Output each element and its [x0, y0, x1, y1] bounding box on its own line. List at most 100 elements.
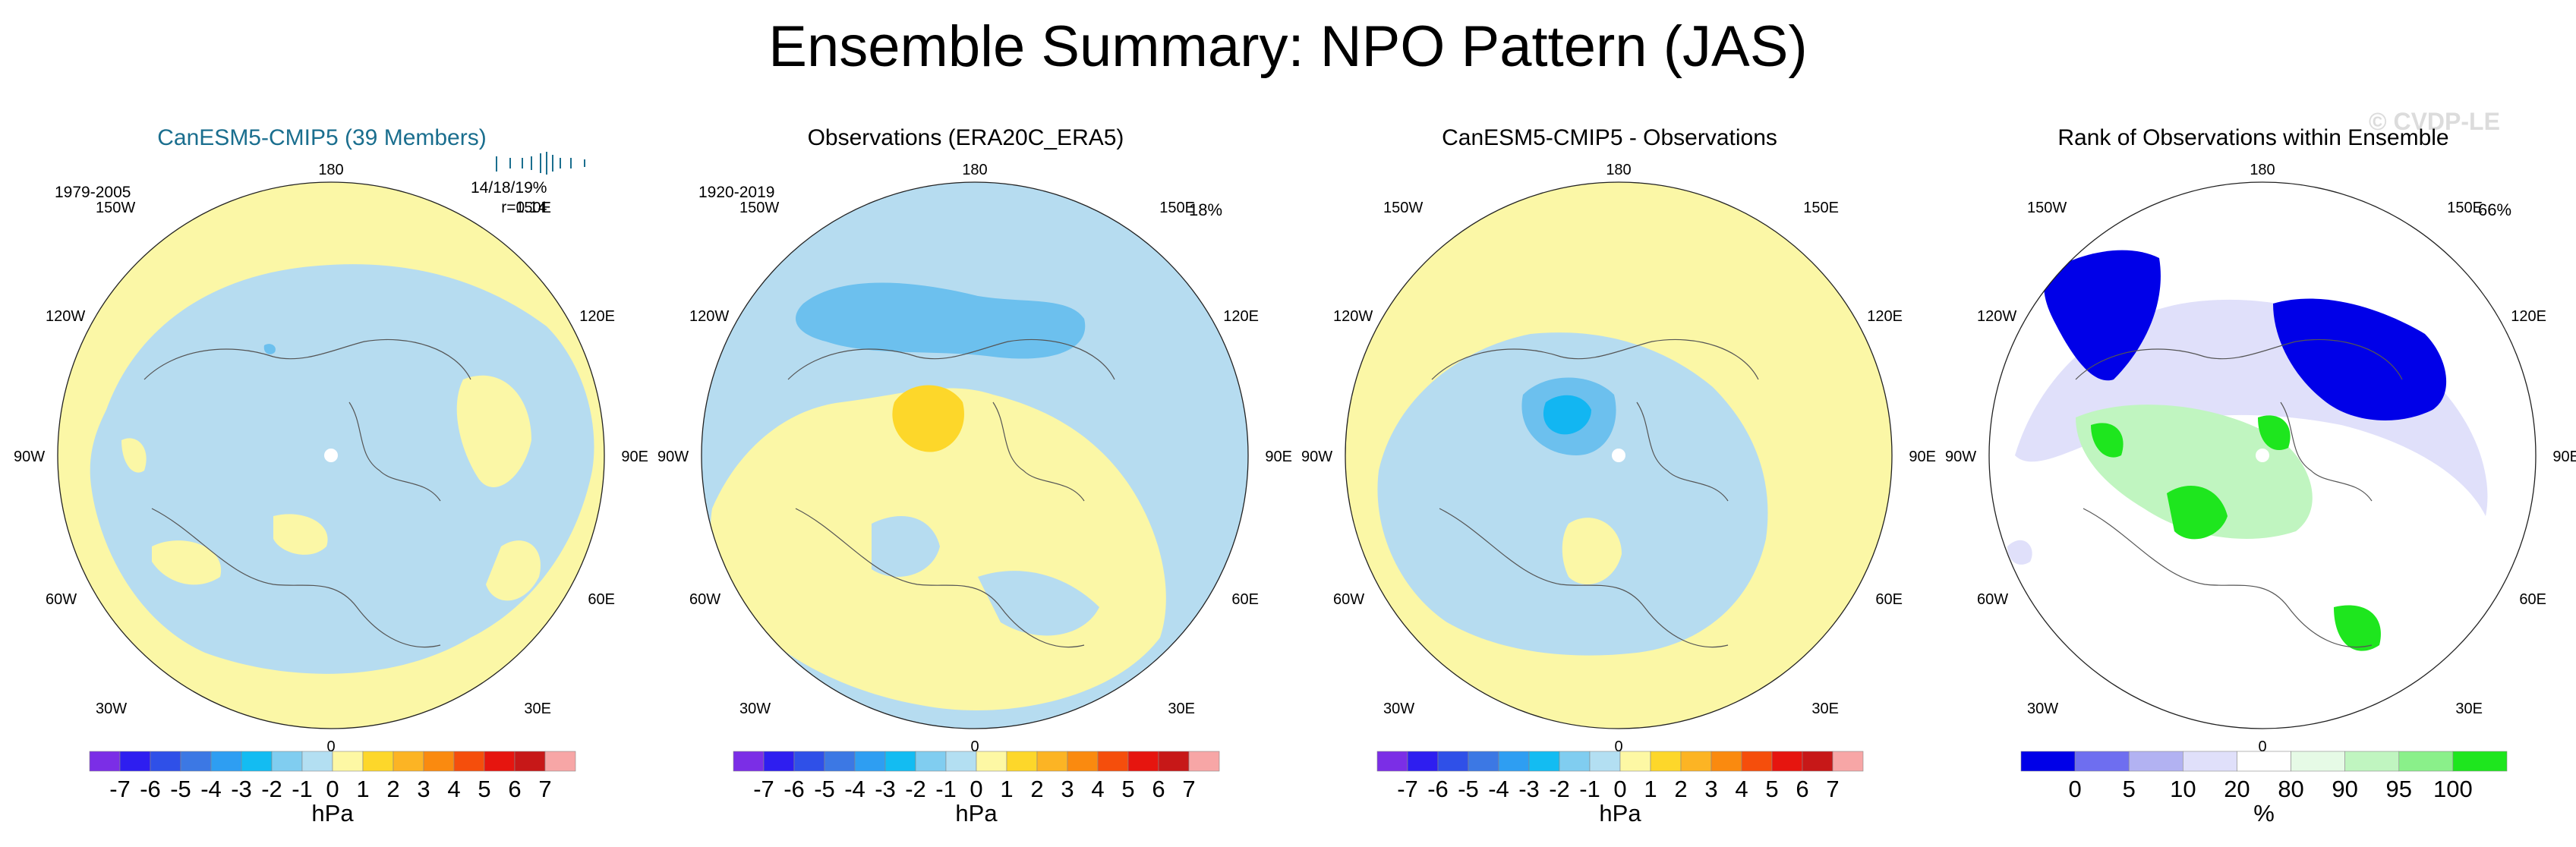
longitude-label: 150W	[1383, 200, 1423, 216]
longitude-label: 0	[2258, 738, 2266, 755]
colorbar-swatch	[1711, 751, 1742, 772]
colorbar-swatch	[1650, 751, 1682, 772]
coastline	[1431, 338, 1759, 648]
longitude-label: 0	[1614, 738, 1622, 755]
colorbar-tick-label: 6	[1152, 776, 1165, 802]
colorbar-swatch	[1771, 751, 1803, 772]
colorbar-swatch	[332, 751, 364, 772]
colorbar-swatch	[2074, 751, 2130, 772]
colorbar-swatch	[514, 751, 546, 772]
longitude-label: 90W	[1945, 449, 1976, 465]
colorbar-swatch	[1832, 751, 1864, 772]
panel-rank: Rank of Observations within Ensemble 66%…	[1931, 0, 2576, 847]
colorbar-swatch	[1468, 751, 1499, 772]
coastline-line	[1636, 401, 1729, 502]
coastline-line	[787, 338, 1115, 380]
coastline	[143, 338, 471, 648]
colorbar-swatch	[301, 751, 333, 772]
panel-title: Rank of Observations within Ensemble	[2057, 125, 2449, 150]
colorbar-swatch	[150, 751, 181, 772]
panel-title: CanESM5-CMIP5 (39 Members)	[157, 125, 487, 150]
longitude-label: 60W	[689, 591, 720, 608]
colorbar-tick-label: -5	[170, 776, 191, 802]
colorbar-units: hPa	[1599, 800, 1641, 827]
contour-region	[2167, 486, 2228, 540]
colorbar-tick-label: 0	[1613, 776, 1626, 802]
pole-marker	[324, 449, 338, 462]
watermark: © CVDP-LE	[2369, 108, 2500, 135]
contour-region	[2258, 415, 2291, 451]
pole-marker	[2256, 449, 2269, 462]
colorbar-swatch	[1376, 751, 1408, 772]
map-border	[1345, 181, 1893, 729]
colorbar-tick-label: 80	[2278, 776, 2303, 802]
polar-map: 180 0 90W 90E 120W 150W 150E 120E 60W 30W 60E 30E	[14, 162, 648, 755]
contour-region	[2076, 405, 2313, 539]
polar-map: 180 0 90W 90E 120W 150W 150E 120E 60W 30W 60E 30E	[1301, 162, 1936, 755]
colorbar-tick-label: -5	[1458, 776, 1479, 802]
pct-explained: 18%	[1189, 200, 1223, 219]
colorbar-swatch	[884, 751, 916, 772]
longitude-label: 60E	[2519, 591, 2546, 608]
colorbar-swatch	[2452, 751, 2508, 772]
longitude-label: 150E	[1159, 200, 1195, 216]
colorbar-tick-label: -1	[292, 776, 313, 802]
longitude-label: 90E	[1265, 449, 1292, 465]
colorbar-tick-label: -6	[140, 776, 161, 802]
coastline-line	[795, 508, 1085, 648]
colorbar-swatch	[180, 751, 212, 772]
colorbar-tick-label: -3	[231, 776, 252, 802]
colorbar-swatch	[1528, 751, 1560, 772]
colorbar-swatch	[1741, 751, 1773, 772]
contour-region	[2334, 605, 2381, 651]
contour-region	[456, 375, 531, 487]
colorbar-tick-label: -6	[784, 776, 805, 802]
contour-region	[2044, 250, 2161, 381]
colorbar-swatch	[1067, 751, 1099, 772]
colorbar-tick-label: 4	[1735, 776, 1748, 802]
longitude-label: 30E	[524, 701, 551, 717]
period-label: 1979-2005	[55, 184, 131, 201]
contour-region	[486, 540, 541, 601]
longitude-label: 90W	[657, 449, 689, 465]
colorbar-tick-label: -7	[753, 776, 774, 802]
map-border	[57, 181, 605, 729]
contour-region	[263, 344, 276, 354]
contour-region	[872, 516, 940, 577]
colorbar-tick-label: -4	[1488, 776, 1509, 802]
colorbar-tick-label: 2	[1030, 776, 1043, 802]
panel-title: CanESM5-CMIP5 - Observations	[1442, 125, 1777, 150]
colorbar-tick-label: 100	[2433, 776, 2473, 802]
longitude-label: 60W	[1333, 591, 1364, 608]
colorbar-tick-label: -1	[1579, 776, 1600, 802]
longitude-label: 90E	[2552, 449, 2576, 465]
colorbar-swatch	[2291, 751, 2345, 772]
longitude-label: 120W	[689, 308, 729, 325]
longitude-label: 90W	[1301, 449, 1332, 465]
colorbar-swatch	[824, 751, 856, 772]
longitude-label: 150E	[2447, 200, 2483, 216]
colorbar-swatch	[271, 751, 303, 772]
colorbar-tick-label: 6	[508, 776, 521, 802]
map-border	[1988, 181, 2537, 729]
colorbar-tick-label: 90	[2332, 776, 2357, 802]
colorbar-tick-label: -4	[844, 776, 865, 802]
longitude-label: 60W	[46, 591, 77, 608]
stats-box: 14/18/19% r=0.14	[471, 178, 547, 218]
map-border	[701, 181, 1249, 729]
colorbar-tick-label: 2	[386, 776, 399, 802]
contour-region	[1377, 332, 1768, 656]
longitude-label: 60W	[1977, 591, 2008, 608]
coastline	[2075, 338, 2403, 648]
longitude-label: 30W	[96, 701, 127, 717]
longitude-label: 120W	[46, 308, 85, 325]
colorbar-swatch	[945, 751, 977, 772]
coastline	[787, 338, 1115, 648]
longitude-label: 150E	[1803, 200, 1839, 216]
coastline-line	[348, 401, 441, 502]
coastline-line	[143, 338, 471, 380]
colorbar-tick-label: 7	[538, 776, 551, 802]
colorbar-tick-label: 95	[2386, 776, 2412, 802]
colorbar-swatch	[2128, 751, 2183, 772]
coastline-line	[151, 508, 441, 648]
